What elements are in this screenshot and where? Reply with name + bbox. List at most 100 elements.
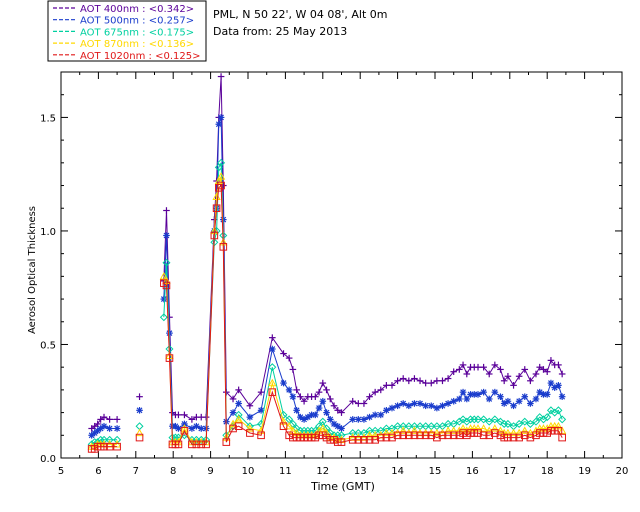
series-4-point bbox=[376, 433, 385, 442]
series-1-point bbox=[289, 393, 297, 400]
series-1-point bbox=[371, 411, 379, 419]
series-4-point bbox=[105, 442, 114, 451]
y-tick-label: 1.5 bbox=[40, 113, 56, 124]
series-0-point bbox=[433, 377, 441, 385]
series-1-point bbox=[439, 402, 446, 410]
series-0-point bbox=[312, 393, 319, 400]
series-0-point bbox=[257, 388, 265, 396]
series-1-point bbox=[366, 413, 373, 421]
x-tick-label: 15 bbox=[429, 466, 442, 477]
series-0-point bbox=[459, 361, 467, 369]
series-1-point bbox=[405, 402, 413, 410]
series-4-point bbox=[474, 429, 482, 437]
series-4-point bbox=[393, 431, 402, 440]
series-1-point bbox=[480, 388, 487, 396]
series-2-point bbox=[535, 413, 544, 422]
series-2-point bbox=[268, 363, 277, 372]
series-0-point bbox=[500, 377, 508, 385]
series-2-point bbox=[526, 419, 535, 428]
series-3-point bbox=[135, 428, 144, 437]
series-2-point bbox=[520, 417, 529, 426]
series-0-point bbox=[360, 400, 368, 407]
series-4-point bbox=[337, 438, 346, 446]
series-3-point bbox=[162, 276, 171, 285]
x-tick-label: 20 bbox=[616, 466, 629, 477]
series-3-point bbox=[520, 426, 529, 434]
series-3-point bbox=[526, 428, 535, 437]
series-0-point bbox=[136, 393, 143, 400]
series-4-point bbox=[405, 431, 413, 440]
series-1-point bbox=[422, 402, 429, 410]
series-4-point bbox=[222, 438, 231, 446]
series-4-point bbox=[268, 388, 277, 396]
series-0-point bbox=[300, 397, 308, 405]
series-1-point bbox=[527, 400, 534, 407]
series-0-point bbox=[543, 368, 551, 376]
y-tick-label: 1.0 bbox=[40, 227, 56, 238]
series-2-point bbox=[292, 424, 301, 433]
series-1-point bbox=[444, 400, 452, 407]
x-tick-label: 9 bbox=[207, 466, 213, 477]
series-3-point bbox=[443, 426, 453, 434]
series-0-point bbox=[338, 409, 345, 416]
series-4-point bbox=[360, 436, 368, 444]
x-tick-label: 7 bbox=[133, 466, 139, 477]
series-2-point bbox=[315, 422, 324, 431]
x-tick-label: 6 bbox=[95, 466, 101, 477]
series-1-point bbox=[181, 420, 188, 428]
series-1-point bbox=[97, 425, 104, 432]
series-1-point bbox=[355, 416, 362, 423]
series-4-point bbox=[165, 354, 174, 362]
series-4-point bbox=[485, 431, 494, 440]
x-tick-label: 14 bbox=[391, 466, 404, 477]
series-4-point bbox=[234, 422, 243, 431]
legend: AOT 400nm : <0.342>AOT 500nm : <0.257>AO… bbox=[47, 0, 207, 62]
series-1-point bbox=[257, 407, 265, 414]
series-0-point bbox=[388, 382, 396, 389]
series-2-point bbox=[503, 419, 512, 428]
series-0-point bbox=[555, 361, 562, 369]
series-0-point bbox=[399, 375, 407, 382]
series-4-point bbox=[212, 204, 221, 213]
series-0-point bbox=[439, 377, 446, 385]
series-0-point bbox=[366, 393, 373, 400]
series-0-point bbox=[394, 377, 401, 385]
series-3-point bbox=[318, 424, 327, 432]
series-3-point bbox=[410, 426, 419, 434]
series-0-point bbox=[293, 386, 300, 394]
series-2-point bbox=[479, 415, 488, 424]
series-4-point bbox=[246, 429, 254, 437]
series-1-point bbox=[312, 411, 319, 419]
series-4-point bbox=[416, 431, 424, 440]
series-4-point bbox=[388, 433, 396, 442]
series-3-point bbox=[399, 426, 408, 434]
series-4-point bbox=[444, 431, 452, 440]
series-1-point bbox=[293, 407, 300, 414]
series-2-point bbox=[531, 417, 540, 426]
header-date: Data from: 25 May 2013 bbox=[213, 25, 347, 38]
series-0-point bbox=[536, 363, 544, 371]
series-0-point bbox=[497, 366, 504, 373]
series-0-point bbox=[106, 416, 113, 423]
series-0-point bbox=[540, 366, 547, 373]
series-2-point bbox=[135, 422, 144, 431]
series-0-point bbox=[521, 366, 529, 373]
series-0-point bbox=[113, 416, 121, 423]
series-3-point bbox=[245, 424, 255, 432]
series-2-point bbox=[162, 258, 171, 267]
series-0-point bbox=[463, 370, 471, 378]
header-location: PML, N 50 22', W 04 08', Alt 0m bbox=[213, 8, 387, 21]
series-4-point bbox=[217, 181, 225, 190]
series-4-point bbox=[479, 431, 488, 440]
series-4-point bbox=[210, 231, 219, 240]
series-1-point bbox=[543, 391, 551, 398]
series-1-point bbox=[433, 404, 441, 412]
x-tick-label: 18 bbox=[541, 466, 554, 477]
series-2-point bbox=[490, 415, 499, 424]
series-4-point bbox=[180, 426, 189, 435]
series-4-point bbox=[365, 436, 374, 444]
series-0-point bbox=[229, 395, 237, 403]
series-3-point bbox=[228, 419, 238, 428]
series-0-point bbox=[383, 382, 390, 389]
